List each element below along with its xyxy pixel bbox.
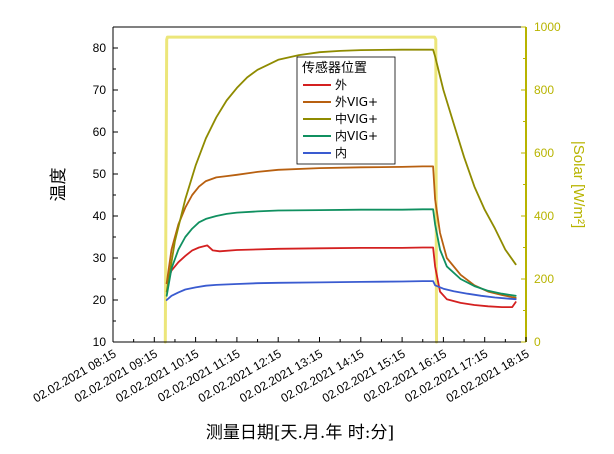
series-line-2 xyxy=(165,48,517,293)
legend-box xyxy=(296,56,396,165)
series-line-0 xyxy=(165,244,517,309)
y2-tick-label: 400 xyxy=(534,209,554,223)
y-tick-label: 30 xyxy=(93,251,107,265)
series-line-1 xyxy=(165,165,517,299)
y-tick-label: 60 xyxy=(93,125,107,139)
y2-axis-title: |Solar [W/m²] xyxy=(570,141,587,228)
y2-tick-label: 0 xyxy=(534,335,541,349)
legend-title: 传感器位置 xyxy=(302,60,367,76)
y-tick-label: 10 xyxy=(93,335,107,349)
y2-tick-label: 200 xyxy=(534,272,554,286)
y2-tick-label: 1000 xyxy=(534,20,561,34)
y-tick-label: 50 xyxy=(93,167,107,181)
y2-tick-label: 600 xyxy=(534,146,554,160)
y-tick-label: 70 xyxy=(93,83,107,97)
series-line-3 xyxy=(165,208,517,297)
legend-entry-label: 内VIG+ xyxy=(335,129,378,143)
y-tick-label: 40 xyxy=(93,209,107,223)
x-axis-title: 测量日期[天.月.年 时:分] xyxy=(206,423,394,443)
y2-tick-label: 800 xyxy=(534,83,554,97)
series-line-4 xyxy=(165,280,517,301)
series-line-5 xyxy=(163,35,438,344)
legend-entry-label: 中VIG+ xyxy=(335,111,378,126)
legend-entry-label: 内 xyxy=(335,146,347,160)
legend-entry-label: 外VIG+ xyxy=(335,95,378,109)
legend-entry-label: 外 xyxy=(335,78,347,92)
y-tick-label: 80 xyxy=(93,41,107,55)
y-axis-title: 温度 xyxy=(49,168,69,202)
y-tick-label: 20 xyxy=(93,293,107,307)
